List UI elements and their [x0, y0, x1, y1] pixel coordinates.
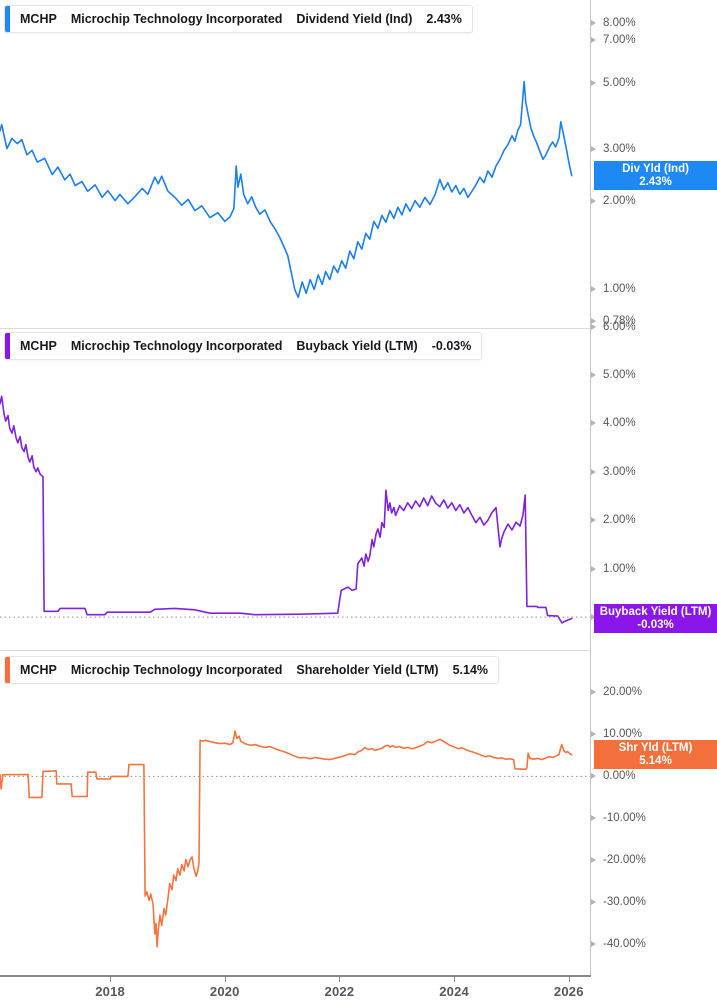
- y-axis-tick-arrow: [591, 197, 596, 204]
- x-axis-year-label: 2018: [95, 984, 125, 999]
- y-axis-tick-label: 6.00%: [603, 320, 636, 333]
- x-axis-year-label: 2026: [553, 984, 584, 999]
- y-axis-tick-arrow: [591, 323, 596, 330]
- last-value-badge-shareholder-yield: Shr Yld (LTM) 5.14%: [594, 740, 717, 770]
- y-axis-tick-arrow: [591, 899, 596, 906]
- dividend-yield-line: [0, 80, 573, 299]
- company-name-label: Microchip Technology Incorporated: [70, 339, 283, 353]
- y-axis-tick-arrow: [591, 731, 596, 738]
- y-axis-tick-label: 5.00%: [603, 77, 636, 90]
- y-axis-tick-label: 10.00%: [603, 728, 643, 741]
- y-axis-tick-label: 2.00%: [603, 514, 636, 527]
- y-axis-tick-arrow: [591, 19, 596, 26]
- badge-value-label: 2.43%: [639, 176, 672, 189]
- y-axis-tick-label: 20.00%: [603, 686, 643, 699]
- company-name-label: Microchip Technology Incorporated: [70, 12, 283, 26]
- series-color-bar: [5, 657, 10, 683]
- buyback-yield-line: [0, 395, 573, 624]
- x-axis-line: [0, 975, 591, 977]
- chart-header-shareholder-yield[interactable]: MCHP Microchip Technology Incorporated S…: [4, 656, 500, 684]
- metric-value-label: 2.43%: [426, 12, 462, 26]
- y-axis-tick-label: 8.00%: [603, 16, 636, 29]
- x-axis-year-label: 2022: [324, 984, 355, 999]
- shareholder-yield-line: [0, 730, 573, 948]
- y-axis-tick-arrow: [591, 614, 596, 621]
- y-axis-tick-label: 0.00%: [603, 770, 636, 783]
- metric-label: Shareholder Yield (LTM): [296, 663, 439, 677]
- x-axis-tick: [110, 977, 112, 982]
- y-axis-tick-arrow: [591, 815, 596, 822]
- y-axis-tick-arrow: [591, 145, 596, 152]
- badge-value-label: 5.14%: [639, 755, 672, 768]
- y-axis-tick-arrow: [591, 468, 596, 475]
- series-color-bar: [5, 333, 10, 359]
- company-name-label: Microchip Technology Incorporated: [70, 663, 283, 677]
- y-axis-tick-label: 2.00%: [603, 194, 636, 207]
- badge-value-label: -0.03%: [637, 619, 674, 632]
- x-axis-tick: [568, 977, 570, 982]
- y-axis-tick-label: 7.00%: [603, 34, 636, 47]
- metric-label: Buyback Yield (LTM): [296, 339, 418, 353]
- last-value-badge-dividend-yield: Div Yld (Ind) 2.43%: [594, 161, 717, 191]
- ticker-label: MCHP: [20, 339, 57, 353]
- y-axis-tick-label: -20.00%: [603, 854, 646, 867]
- series-color-bar: [5, 6, 10, 32]
- y-axis-tick-arrow: [591, 371, 596, 378]
- y-axis-tick-label: 4.00%: [603, 417, 636, 430]
- y-axis-tick-label: -30.00%: [603, 896, 646, 909]
- ticker-label: MCHP: [20, 663, 57, 677]
- panel-divider: [0, 328, 591, 329]
- buyback-yield-chart[interactable]: [0, 328, 590, 650]
- y-axis-tick-arrow: [591, 37, 596, 44]
- y-axis-tick-arrow: [591, 517, 596, 524]
- y-axis-tick-label: 1.00%: [603, 283, 636, 296]
- y-axis-line: [590, 0, 591, 975]
- y-axis-tick-arrow: [591, 420, 596, 427]
- x-axis-year-label: 2020: [209, 984, 240, 999]
- y-axis-tick-arrow: [591, 565, 596, 572]
- y-axis-tick-arrow: [591, 773, 596, 780]
- badge-series-label: Div Yld (Ind): [622, 162, 689, 175]
- y-axis-tick-label: 5.00%: [603, 368, 636, 381]
- y-axis-tick-arrow: [591, 286, 596, 293]
- y-axis-tick-arrow: [591, 941, 596, 948]
- y-axis-tick-arrow: [591, 857, 596, 864]
- y-axis-tick-label: 1.00%: [603, 562, 636, 575]
- metric-value-label: -0.03%: [431, 339, 472, 353]
- x-axis-tick: [224, 977, 226, 982]
- y-axis-tick-arrow: [591, 689, 596, 696]
- shareholder-yield-chart[interactable]: [0, 650, 590, 975]
- badge-series-label: Buyback Yield (LTM): [599, 605, 712, 618]
- metric-value-label: 5.14%: [452, 663, 489, 677]
- y-axis-tick-arrow: [591, 318, 596, 325]
- metric-label: Dividend Yield (Ind): [296, 12, 413, 26]
- last-value-badge-buyback-yield: Buyback Yield (LTM) -0.03%: [594, 604, 717, 634]
- dividend-yield-chart[interactable]: [0, 0, 590, 328]
- y-axis-tick-label: 0.78%: [603, 315, 636, 328]
- y-axis-tick-label: 3.00%: [603, 465, 636, 478]
- y-axis-tick-arrow: [591, 80, 596, 87]
- x-axis-tick: [454, 977, 456, 982]
- y-axis-tick-label: 3.00%: [603, 142, 636, 155]
- x-axis-year-label: 2024: [439, 984, 469, 999]
- y-axis-tick-label: -10.00%: [603, 812, 646, 825]
- chart-header-buyback-yield[interactable]: MCHP Microchip Technology Incorporated B…: [4, 332, 483, 360]
- y-axis-tick-label: -40.00%: [603, 938, 646, 951]
- ticker-label: MCHP: [20, 12, 57, 26]
- chart-header-dividend-yield[interactable]: MCHP Microchip Technology Incorporated D…: [4, 5, 473, 33]
- badge-series-label: Shr Yld (LTM): [618, 741, 693, 754]
- x-axis-tick: [339, 977, 341, 982]
- panel-divider: [0, 650, 591, 651]
